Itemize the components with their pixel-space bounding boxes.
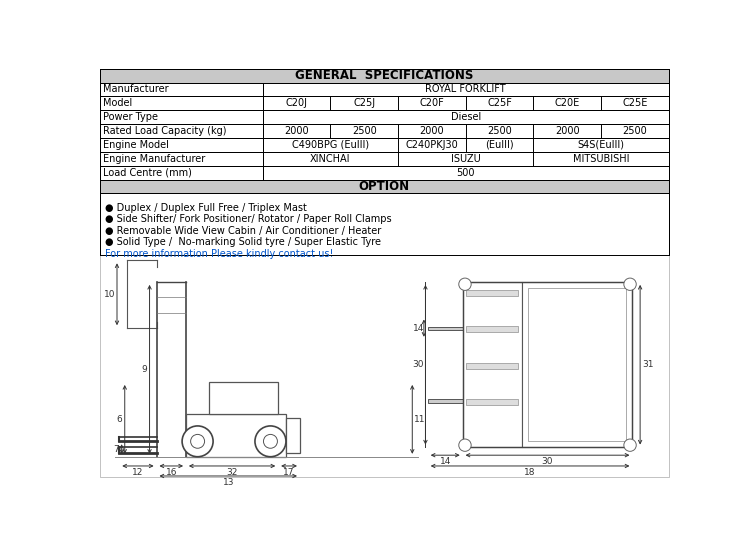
- Text: 14: 14: [440, 457, 451, 466]
- Circle shape: [459, 439, 471, 451]
- Bar: [262, 166, 669, 179]
- Circle shape: [255, 426, 286, 457]
- Text: For more information Please kindly contact us!: For more information Please kindly conta…: [105, 249, 334, 259]
- Bar: [186, 414, 286, 457]
- Text: 2500: 2500: [622, 126, 647, 136]
- Bar: [100, 83, 262, 96]
- Circle shape: [624, 278, 636, 291]
- Text: 13: 13: [223, 478, 234, 487]
- Text: C25F: C25F: [488, 98, 512, 109]
- Text: 31: 31: [642, 360, 653, 369]
- Text: Engine Model: Engine Model: [103, 140, 169, 150]
- Bar: [463, 282, 521, 448]
- Bar: [463, 282, 632, 448]
- Text: 2000: 2000: [419, 126, 444, 136]
- Circle shape: [263, 434, 278, 448]
- Text: 11: 11: [414, 415, 426, 424]
- Bar: [100, 110, 262, 124]
- Text: 17: 17: [284, 468, 295, 477]
- Bar: [100, 96, 262, 110]
- Text: ROYAL FORKLIFT: ROYAL FORKLIFT: [425, 84, 506, 94]
- Text: 2500: 2500: [488, 126, 512, 136]
- Text: Engine Manufacturer: Engine Manufacturer: [103, 154, 206, 164]
- Bar: [262, 152, 669, 166]
- Text: 18: 18: [524, 468, 536, 477]
- Text: C25E: C25E: [622, 98, 648, 109]
- Bar: [262, 96, 669, 110]
- Text: ● Duplex / Duplex Full Free / Triplex Mast: ● Duplex / Duplex Full Free / Triplex Ma…: [105, 202, 308, 213]
- Bar: [466, 326, 518, 332]
- Bar: [528, 288, 626, 441]
- Bar: [262, 110, 669, 124]
- Text: C240PKJ30: C240PKJ30: [406, 140, 458, 150]
- Text: GENERAL  SPECIFICATIONS: GENERAL SPECIFICATIONS: [296, 69, 473, 82]
- Text: C20F: C20F: [419, 98, 444, 109]
- Text: 2000: 2000: [555, 126, 580, 136]
- Text: Manufacturer: Manufacturer: [103, 84, 169, 94]
- Text: 2500: 2500: [352, 126, 376, 136]
- Text: Load Centre (mm): Load Centre (mm): [103, 167, 192, 178]
- Bar: [100, 179, 669, 193]
- Bar: [100, 166, 262, 179]
- Text: Diesel: Diesel: [451, 112, 481, 122]
- Text: 30: 30: [542, 457, 554, 466]
- Text: (EuIII): (EuIII): [485, 140, 514, 150]
- Text: 7: 7: [113, 444, 119, 454]
- Text: C490BPG (EuIII): C490BPG (EuIII): [292, 140, 369, 150]
- Text: C20E: C20E: [555, 98, 580, 109]
- Bar: [100, 152, 262, 166]
- Text: 12: 12: [132, 468, 143, 477]
- Text: Power Type: Power Type: [103, 112, 158, 122]
- Bar: [100, 193, 669, 255]
- Text: 32: 32: [226, 468, 238, 477]
- Text: OPTION: OPTION: [358, 180, 410, 193]
- Bar: [521, 282, 632, 448]
- Bar: [100, 138, 262, 152]
- Text: C20J: C20J: [286, 98, 308, 109]
- Text: 14: 14: [413, 323, 424, 333]
- Circle shape: [190, 434, 205, 448]
- Bar: [100, 124, 262, 138]
- Text: 30: 30: [413, 360, 424, 369]
- Text: XINCHAI: XINCHAI: [310, 154, 351, 164]
- Text: MITSUBISHI: MITSUBISHI: [573, 154, 629, 164]
- Text: 2000: 2000: [284, 126, 309, 136]
- Text: C25J: C25J: [353, 98, 375, 109]
- Text: ISUZU: ISUZU: [451, 154, 481, 164]
- Text: S4S(EuIII): S4S(EuIII): [578, 140, 625, 150]
- Text: ● Side Shifter/ Fork Positioner/ Rotator / Paper Roll Clamps: ● Side Shifter/ Fork Positioner/ Rotator…: [105, 214, 392, 224]
- Bar: [209, 382, 278, 414]
- Circle shape: [459, 278, 471, 291]
- Text: 500: 500: [457, 167, 475, 178]
- Circle shape: [624, 439, 636, 451]
- Text: Rated Load Capacity (kg): Rated Load Capacity (kg): [103, 126, 226, 136]
- Bar: [466, 399, 518, 405]
- Text: 10: 10: [104, 290, 116, 299]
- Text: 6: 6: [116, 415, 122, 424]
- Bar: [262, 124, 669, 138]
- Bar: [262, 138, 669, 152]
- Bar: [100, 255, 669, 477]
- Text: ● Removable Wide View Cabin / Air Conditioner / Heater: ● Removable Wide View Cabin / Air Condit…: [105, 226, 382, 236]
- Bar: [466, 289, 518, 296]
- Text: 16: 16: [166, 468, 177, 477]
- Bar: [262, 83, 669, 96]
- Circle shape: [182, 426, 213, 457]
- Text: Model: Model: [103, 98, 132, 109]
- Text: ● Solid Type /  No-marking Solid tyre / Super Elastic Tyre: ● Solid Type / No-marking Solid tyre / S…: [105, 237, 381, 247]
- Bar: [286, 418, 300, 453]
- Bar: [466, 363, 518, 369]
- Text: 9: 9: [141, 365, 147, 374]
- Bar: [427, 399, 463, 403]
- Bar: [100, 69, 669, 83]
- Bar: [427, 327, 463, 330]
